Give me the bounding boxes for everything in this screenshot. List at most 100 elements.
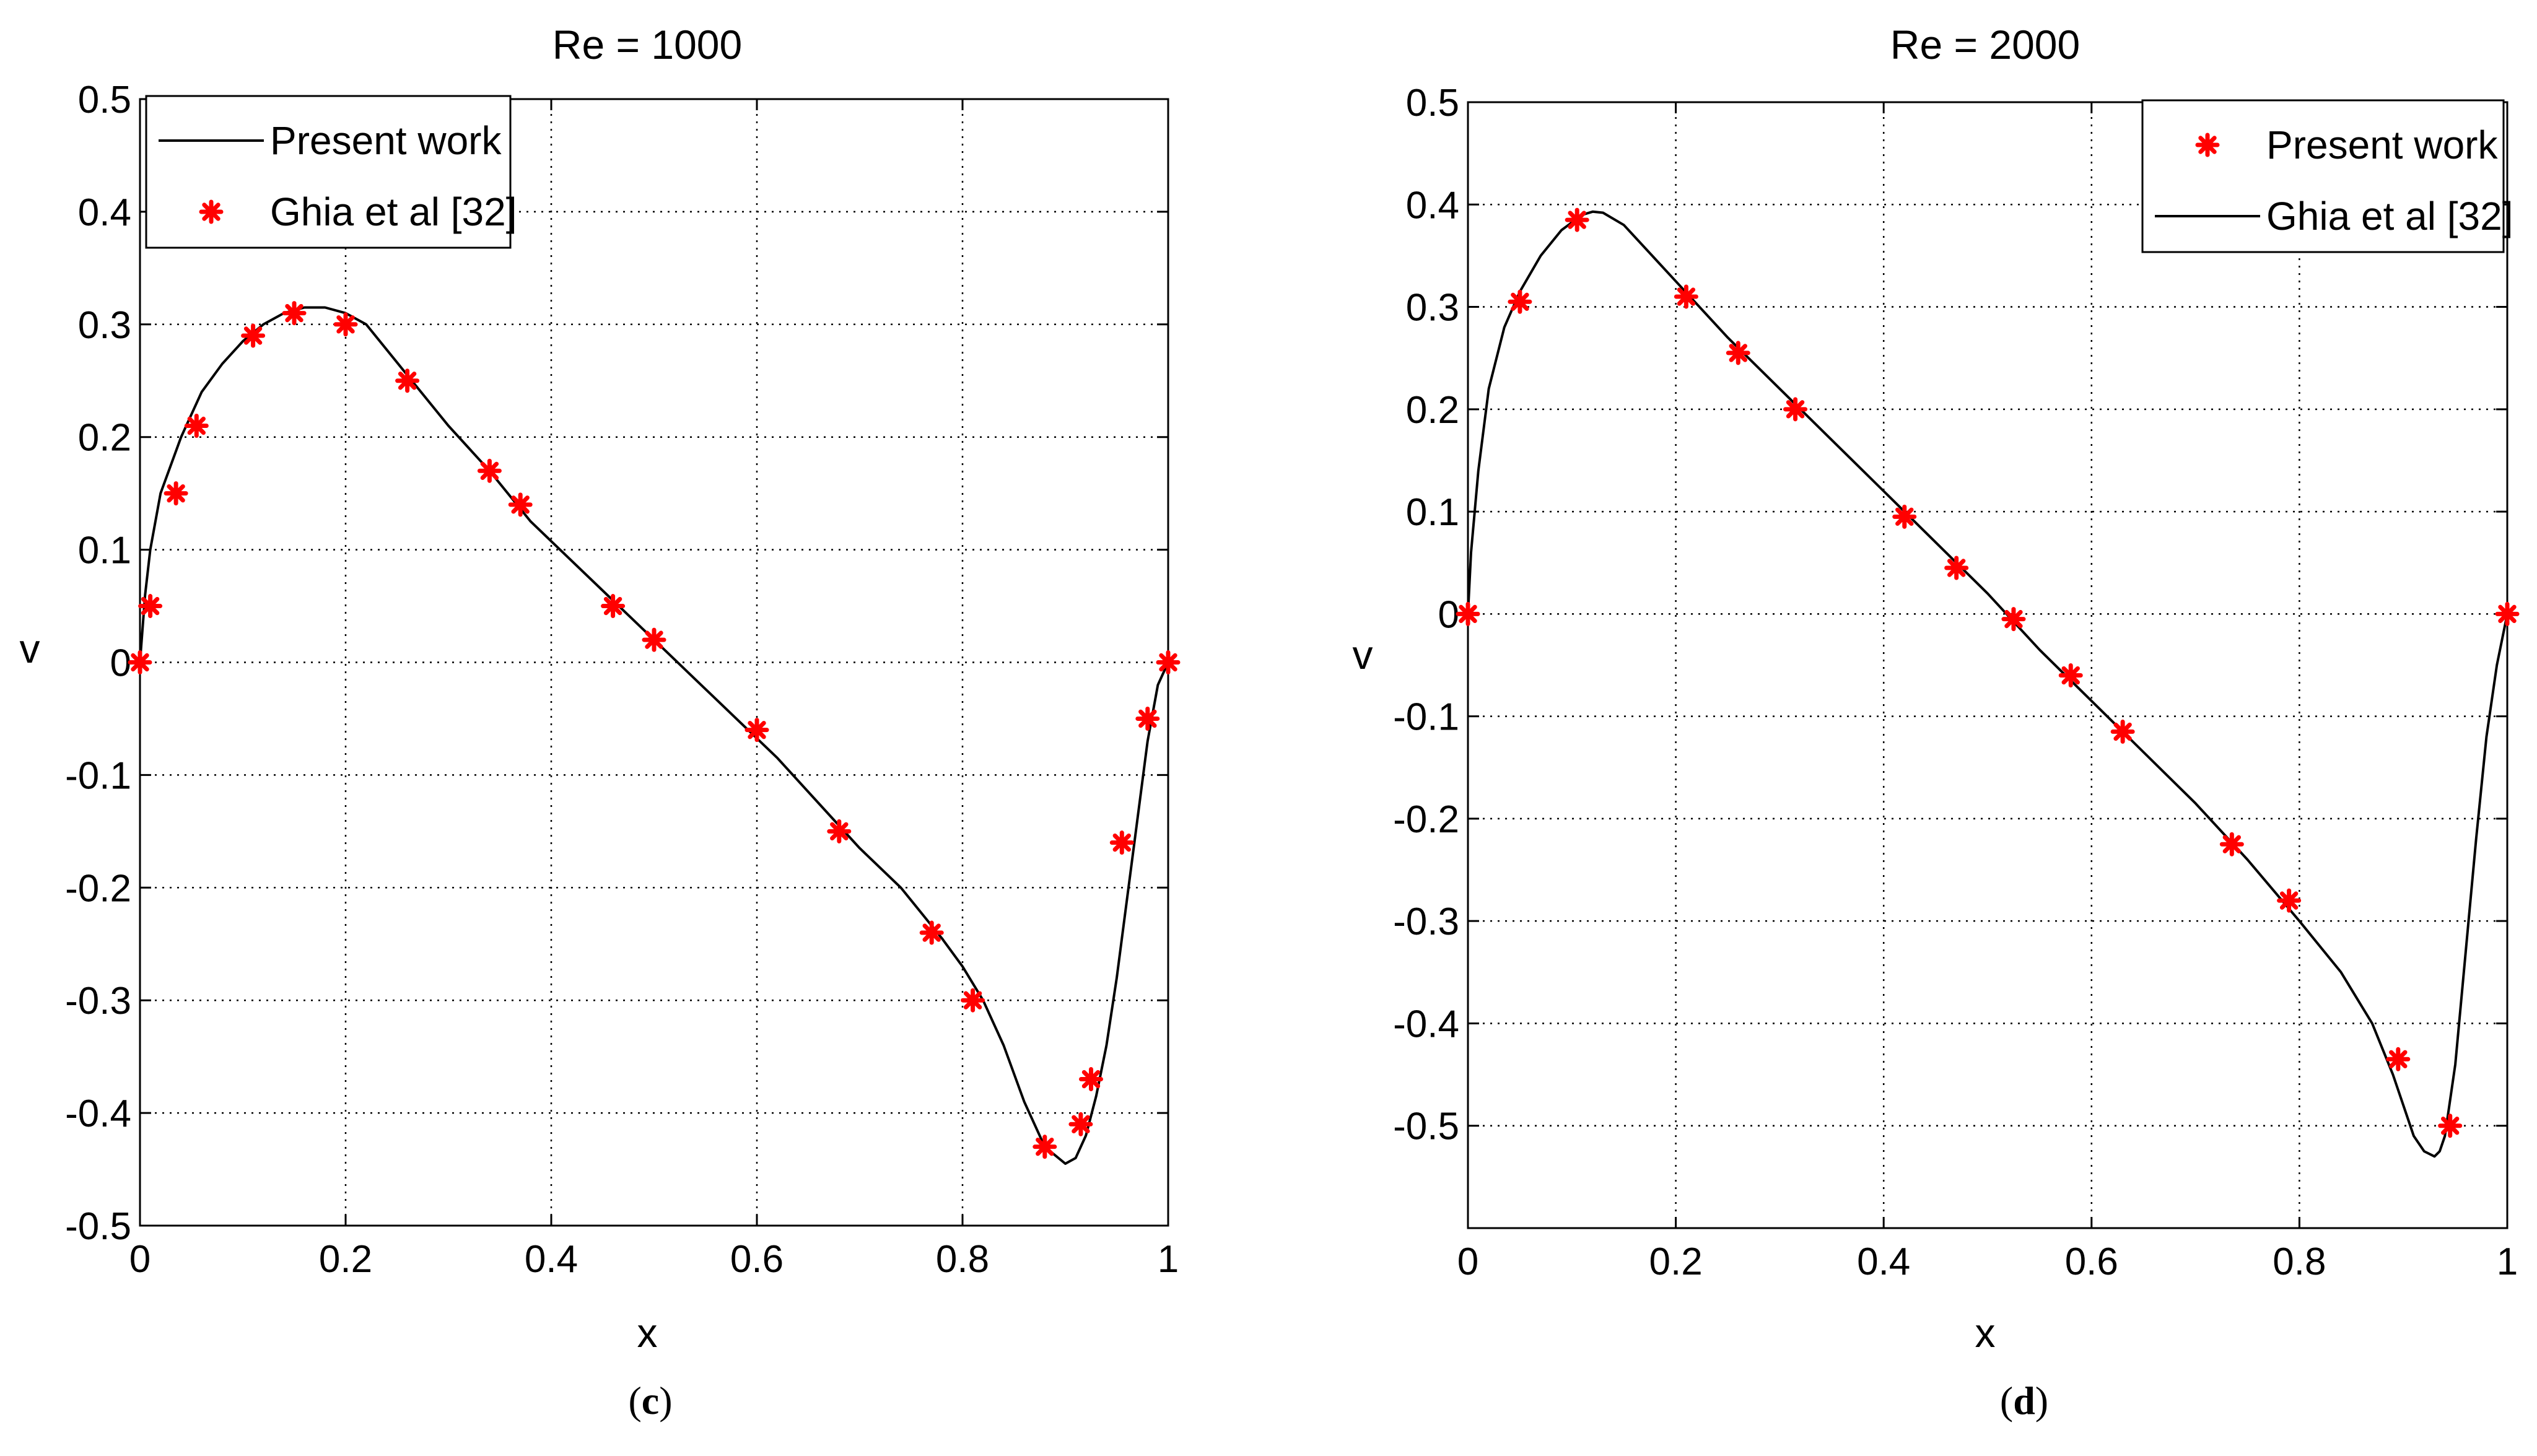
data-point-marker — [477, 458, 502, 483]
y-tick-label: -0.3 — [65, 980, 131, 1022]
data-point-marker — [1079, 1067, 1103, 1092]
data-point-marker — [1565, 207, 1589, 232]
grid — [140, 99, 1168, 1226]
panel-caption: (c) — [628, 1379, 673, 1423]
data-point-marker — [1674, 284, 1698, 309]
series-marker — [128, 301, 1181, 1159]
x-tick-label: 0 — [129, 1238, 151, 1281]
panel-letter: d — [2013, 1379, 2035, 1423]
series-line — [139, 306, 1169, 1165]
data-point-marker — [184, 414, 209, 438]
series-line — [1467, 210, 2509, 1158]
y-tick-label: -0.1 — [1393, 696, 1459, 739]
data-point-marker — [1726, 341, 1750, 365]
x-tick-label: 0.8 — [936, 1238, 989, 1281]
data-point-marker — [2219, 832, 2244, 857]
x-tick-label: 1 — [2497, 1240, 2518, 1283]
data-point-marker — [1508, 289, 1532, 314]
panel-d: Re = 2000 x v 0 0.2 0.4 0.6 0.8 1 0.5 0.4 0.3 0.2… — [1268, 0, 2537, 1456]
data-point-marker — [1892, 504, 1917, 529]
legend-label: Present work — [2266, 123, 2498, 167]
y-tick-label: 0.1 — [78, 530, 131, 572]
x-tick-label: 0.4 — [525, 1238, 578, 1281]
series-line — [139, 306, 1169, 1165]
y-tick-label: 0.4 — [1406, 184, 1459, 227]
data-point-marker — [642, 627, 666, 652]
data-point-marker — [2495, 601, 2520, 626]
y-tick-label: -0.5 — [1393, 1105, 1459, 1148]
data-point-marker — [333, 312, 358, 337]
panel-c: Re = 1000 x v 0 0.2 0.4 0.6 0.8 1 0.5 0.4 0.3 0.2… — [0, 0, 1268, 1456]
data-point-marker — [138, 594, 163, 619]
data-point-marker — [1135, 706, 1160, 731]
data-point-marker — [164, 481, 188, 506]
data-point-marker — [1156, 650, 1181, 674]
y-tick-label: -0.2 — [65, 867, 131, 910]
chart-d: Re = 2000 x v 0 0.2 0.4 0.6 0.8 1 0.5 0.4 0.3 0.2… — [1353, 22, 2520, 1356]
data-point-marker — [395, 368, 420, 393]
series-marker — [1456, 207, 2520, 1138]
data-point-marker — [508, 492, 533, 517]
data-point-marker — [1944, 556, 1969, 580]
y-tick-label: 0.1 — [1406, 491, 1459, 534]
chart-c: Re = 1000 x v 0 0.2 0.4 0.6 0.8 1 0.5 0.4 0.3 0.2… — [20, 22, 1181, 1356]
data-point-marker — [1109, 830, 1134, 855]
y-tick-label: 0.5 — [1406, 82, 1459, 124]
y-tick-label: 0.3 — [78, 304, 131, 347]
grid — [1468, 102, 2507, 1228]
x-tick-label: 0.2 — [1649, 1240, 1702, 1283]
y-tick-label: -0.4 — [1393, 1003, 1459, 1045]
x-tick-label: 0.6 — [2065, 1240, 2118, 1283]
x-axis-label: x — [1975, 1310, 1996, 1356]
x-tick-label: 0.4 — [1857, 1240, 1910, 1283]
y-tick-label: -0.3 — [1393, 900, 1459, 943]
axes: 0 0.2 0.4 0.6 0.8 1 0.5 0.4 0.3 0.2 0.1 0 -0.1 -0.2 -0… — [1393, 82, 2518, 1283]
data-point-marker — [745, 718, 769, 743]
y-axis-label: v — [20, 626, 40, 671]
y-tick-label: 0 — [110, 642, 131, 685]
data-point-marker — [2110, 719, 2135, 744]
data-point-marker — [1033, 1135, 1057, 1159]
data-point-marker — [2195, 133, 2220, 157]
legend: Present work Ghia et al [32] — [2141, 99, 2513, 253]
data-point-marker — [1456, 601, 1480, 626]
data-point-marker — [601, 594, 626, 619]
legend-label: Ghia et al [32] — [2266, 194, 2513, 238]
y-tick-label: -0.5 — [65, 1205, 131, 1248]
data-point-marker — [1783, 397, 1808, 422]
panel-caption: (d) — [1999, 1379, 2049, 1423]
y-tick-label: 0.5 — [78, 79, 131, 121]
data-point-marker — [2058, 663, 2083, 688]
x-tick-label: 0.8 — [2273, 1240, 2326, 1283]
axes: 0 0.2 0.4 0.6 0.8 1 0.5 0.4 0.3 0.2 0.1 0 -0.1 -0.2 -0… — [65, 79, 1179, 1281]
legend-box — [145, 95, 512, 249]
data-point-marker — [2001, 607, 2026, 632]
data-point-marker — [827, 819, 852, 844]
legend-box — [2141, 99, 2505, 253]
data-point-marker — [241, 323, 266, 348]
data-point-marker — [919, 920, 944, 945]
y-tick-label: -0.2 — [1393, 798, 1459, 841]
x-tick-label: 0.2 — [319, 1238, 372, 1281]
legend-label: Present work — [270, 118, 502, 163]
y-tick-label: -0.4 — [65, 1092, 131, 1135]
data-point-marker — [1068, 1112, 1093, 1136]
y-tick-label: 0.4 — [78, 191, 131, 234]
plot-frame — [1467, 101, 2509, 1229]
data-point-marker — [282, 301, 307, 326]
data-point-marker — [199, 199, 224, 224]
legend: Present work Ghia et al [32] — [145, 95, 517, 249]
y-tick-label: 0.3 — [1406, 287, 1459, 329]
data-point-marker — [2277, 888, 2302, 913]
y-tick-label: -0.1 — [65, 754, 131, 797]
x-tick-label: 0 — [1457, 1240, 1478, 1283]
chart-title: Re = 2000 — [1890, 22, 2080, 68]
chart-title: Re = 1000 — [552, 22, 742, 68]
x-tick-label: 0.6 — [730, 1238, 784, 1281]
y-tick-label: 0.2 — [78, 417, 131, 460]
x-axis-label: x — [637, 1310, 658, 1356]
data-point-marker — [961, 988, 985, 1013]
y-axis-label: v — [1353, 632, 1373, 678]
legend-label: Ghia et al [32] — [270, 190, 517, 234]
data-point-marker — [2438, 1114, 2463, 1138]
